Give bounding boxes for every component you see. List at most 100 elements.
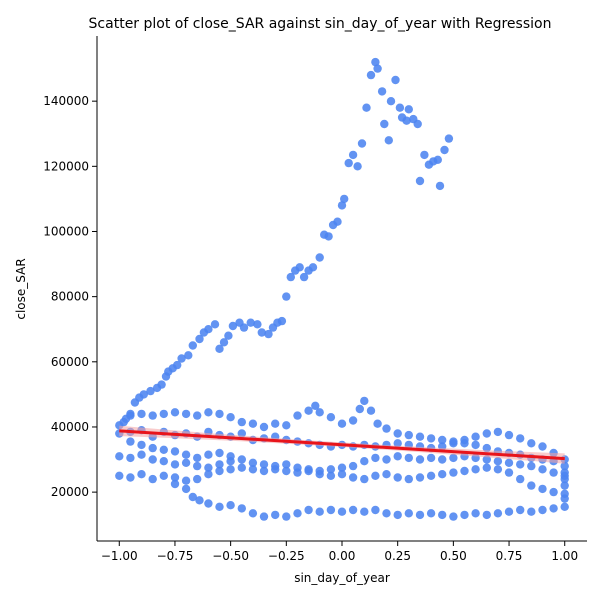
- data-point: [170, 473, 180, 482]
- data-point: [344, 158, 353, 168]
- data-point: [560, 494, 569, 503]
- y-ticks: 20000 40000 60000 80000 100000 120000 140000: [43, 94, 97, 499]
- data-point: [438, 455, 447, 464]
- data-point: [264, 329, 273, 339]
- data-point: [382, 470, 391, 479]
- data-point: [420, 150, 429, 160]
- data-point: [516, 474, 525, 484]
- data-point: [259, 512, 269, 521]
- data-point: [504, 468, 514, 477]
- data-point: [333, 217, 342, 226]
- data-point: [337, 507, 347, 516]
- data-point: [560, 481, 569, 490]
- data-point: [393, 510, 402, 520]
- data-point: [226, 465, 235, 474]
- data-point: [271, 510, 280, 520]
- data-point: [438, 470, 447, 479]
- data-point: [228, 321, 238, 331]
- data-point: [493, 509, 503, 518]
- y-tick-label: 120000: [43, 159, 89, 173]
- data-point: [438, 435, 447, 445]
- data-point: [315, 408, 324, 417]
- y-tick-label: 60000: [51, 355, 89, 369]
- data-point: [549, 504, 558, 513]
- data-point: [315, 507, 324, 516]
- data-point: [246, 318, 255, 327]
- data-point: [126, 473, 135, 482]
- data-point: [237, 455, 246, 464]
- data-point: [148, 455, 157, 464]
- data-point: [382, 509, 391, 518]
- data-point: [560, 468, 569, 477]
- data-point: [449, 512, 458, 521]
- data-point: [215, 460, 224, 469]
- data-point: [415, 455, 425, 464]
- data-point: [181, 409, 191, 419]
- data-point: [282, 292, 291, 301]
- data-point: [415, 510, 425, 520]
- data-point: [181, 458, 191, 467]
- data-point: [286, 272, 295, 282]
- data-point: [137, 470, 146, 479]
- data-point: [337, 463, 347, 472]
- data-point: [340, 194, 349, 204]
- data-point: [527, 439, 536, 448]
- data-point: [181, 484, 191, 494]
- data-point: [315, 470, 324, 479]
- data-point: [326, 505, 336, 515]
- data-point: [360, 396, 369, 406]
- data-point: [360, 474, 369, 484]
- data-point: [226, 501, 235, 510]
- data-point: [393, 473, 402, 482]
- data-point: [362, 103, 371, 112]
- data-point: [299, 272, 309, 282]
- data-point: [404, 453, 413, 463]
- data-point: [219, 338, 229, 347]
- data-point: [282, 466, 291, 476]
- data-point: [516, 505, 525, 515]
- data-point: [353, 162, 362, 171]
- data-point: [538, 484, 547, 494]
- data-point: [210, 320, 220, 329]
- data-point: [271, 419, 280, 428]
- data-point: [204, 470, 213, 479]
- data-point: [471, 465, 480, 474]
- data-point: [391, 75, 400, 85]
- data-point: [170, 447, 180, 456]
- data-point: [357, 139, 367, 148]
- data-point: [324, 232, 333, 241]
- data-point: [295, 263, 304, 272]
- data-point: [366, 70, 376, 80]
- data-point: [493, 465, 503, 474]
- data-point: [126, 411, 135, 420]
- data-point: [382, 455, 391, 464]
- data-point: [393, 439, 402, 448]
- data-point: [293, 411, 302, 420]
- data-point: [404, 474, 413, 484]
- x-ticks: −1.00 −0.75 −0.50 −0.25 0.00 0.25 0.50 0.75 1.00: [101, 541, 578, 563]
- data-point: [326, 465, 336, 474]
- data-point: [426, 434, 436, 443]
- data-point: [384, 136, 393, 145]
- data-point: [193, 453, 202, 463]
- x-tick-label: 0.75: [496, 549, 523, 563]
- data-point: [253, 320, 262, 329]
- data-point: [195, 334, 204, 344]
- data-point: [348, 150, 358, 160]
- data-point: [371, 471, 380, 480]
- data-point: [560, 474, 569, 484]
- data-point: [482, 510, 491, 520]
- data-point: [159, 445, 168, 454]
- data-point: [259, 460, 269, 469]
- data-point: [215, 502, 224, 511]
- x-tick-label: 1.00: [551, 549, 578, 563]
- data-point: [326, 471, 336, 480]
- data-point: [360, 507, 369, 516]
- data-point: [440, 145, 449, 155]
- data-point: [248, 458, 258, 467]
- data-point: [148, 474, 157, 484]
- data-point: [215, 344, 224, 353]
- data-point: [315, 253, 324, 262]
- regression-line: [119, 429, 565, 461]
